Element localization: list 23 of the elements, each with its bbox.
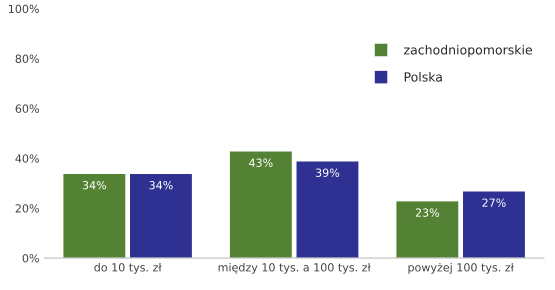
bar bbox=[295, 160, 360, 258]
data-label: 27% bbox=[482, 198, 506, 207]
data-label: 23% bbox=[416, 208, 440, 217]
legend-label: Polska bbox=[404, 72, 442, 82]
x-tick-label: do 10 tys. zł bbox=[94, 262, 162, 274]
x-tick-label: powyżej 100 tys. zł bbox=[408, 262, 514, 274]
y-tick-label: 80% bbox=[16, 54, 39, 63]
x-tick-label: między 10 tys. a 100 tys. zł bbox=[218, 262, 371, 274]
legend-label: zachodniopomorskie bbox=[404, 44, 532, 57]
data-label: 34% bbox=[82, 180, 106, 190]
y-tick-label: 60% bbox=[16, 104, 39, 113]
data-label: 34% bbox=[149, 180, 173, 190]
y-tick-label: 20% bbox=[16, 204, 39, 213]
data-label: 43% bbox=[249, 158, 273, 167]
bar bbox=[395, 200, 460, 258]
y-tick-label: 40% bbox=[15, 154, 39, 163]
y-tick-label: 100% bbox=[8, 4, 39, 14]
bar bbox=[128, 172, 194, 258]
data-label: 39% bbox=[316, 168, 340, 177]
bar bbox=[462, 190, 526, 258]
bar bbox=[62, 172, 127, 258]
y-tick-label: 0% bbox=[22, 254, 39, 262]
bar bbox=[228, 150, 294, 258]
